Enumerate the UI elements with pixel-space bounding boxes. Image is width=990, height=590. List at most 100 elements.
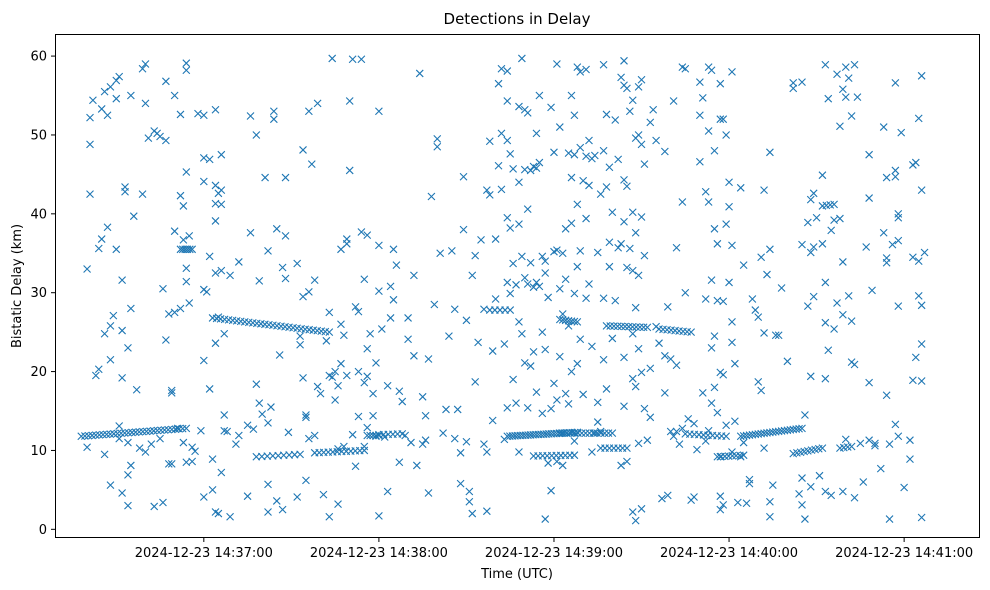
- data-point-342: [205, 155, 214, 164]
- data-point-733: [695, 157, 704, 166]
- data-point-688: [634, 271, 643, 280]
- data-point-380: [258, 410, 267, 419]
- data-point-87: [363, 431, 372, 440]
- data-point-894: [911, 158, 920, 167]
- data-point-754: [716, 115, 725, 124]
- data-point-801: [774, 331, 783, 340]
- data-point-716: [669, 432, 678, 441]
- data-point-151: [570, 429, 579, 437]
- data-point-498: [447, 247, 456, 255]
- data-point-826: [821, 60, 830, 69]
- data-point-840: [836, 214, 844, 223]
- data-point-601: [558, 310, 567, 318]
- data-point-261: [103, 223, 112, 232]
- data-point-301: [156, 434, 164, 443]
- y-tick-label-3: 30: [30, 286, 47, 301]
- data-point-365: [223, 427, 232, 436]
- data-point-619: [573, 262, 582, 271]
- data-point-479: [407, 438, 415, 447]
- data-point-830: [821, 487, 830, 496]
- data-point-514: [474, 338, 482, 347]
- data-point-65: [325, 328, 334, 337]
- data-point-273: [115, 434, 124, 443]
- data-point-887: [900, 483, 909, 492]
- data-point-274: [118, 276, 127, 284]
- data-point-576: [535, 282, 544, 291]
- data-point-694: [637, 368, 646, 377]
- data-point-708: [660, 147, 669, 156]
- data-point-153: [577, 429, 586, 437]
- data-point-717: [672, 243, 681, 252]
- data-point-819: [809, 189, 818, 198]
- data-point-829: [821, 374, 830, 383]
- data-point-480: [410, 271, 418, 280]
- data-point-452: [363, 344, 372, 353]
- data-point-397: [284, 428, 293, 437]
- data-point-421: [325, 512, 334, 521]
- data-point-861: [865, 194, 874, 202]
- data-point-258: [100, 87, 109, 96]
- data-point-645: [599, 146, 608, 155]
- data-point-515: [477, 235, 485, 244]
- data-point-322: [182, 66, 191, 75]
- x-tick-label-2: 2024-12-23 14:39:00: [485, 546, 623, 561]
- data-point-729: [690, 419, 698, 428]
- data-point-769: [725, 278, 733, 287]
- data-point-465: [380, 433, 389, 441]
- data-point-798: [766, 512, 774, 521]
- data-point-759: [716, 505, 725, 514]
- data-point-836: [830, 325, 838, 333]
- data-point-555: [517, 329, 526, 338]
- data-point-647: [599, 355, 608, 364]
- data-point-692: [637, 140, 646, 149]
- y-tick-label-5: 50: [30, 128, 47, 143]
- data-point-770: [728, 67, 736, 76]
- data-point-704: [652, 136, 660, 145]
- data-point-612: [567, 367, 576, 376]
- data-point-415: [313, 99, 322, 108]
- data-point-617: [573, 63, 582, 72]
- data-point-346: [208, 455, 217, 464]
- data-point-686: [634, 82, 643, 91]
- data-point-695: [637, 504, 646, 513]
- data-point-402: [299, 373, 307, 382]
- data-point-715: [669, 97, 678, 105]
- data-point-160: [604, 429, 613, 437]
- data-point-393: [278, 505, 287, 514]
- data-point-855: [850, 493, 859, 502]
- data-point-485: [418, 440, 427, 449]
- data-point-254: [94, 365, 103, 374]
- data-point-333: [194, 109, 202, 118]
- data-point-262: [103, 111, 112, 120]
- data-point-788: [754, 313, 763, 322]
- data-point-618: [573, 200, 582, 209]
- data-point-633: [585, 280, 593, 288]
- data-point-563: [523, 403, 532, 412]
- data-point-897: [914, 114, 923, 123]
- data-point-469: [386, 282, 395, 291]
- data-point-255: [94, 244, 103, 253]
- data-point-741: [704, 198, 713, 206]
- data-point-582: [541, 345, 550, 354]
- data-point-148: [558, 429, 567, 437]
- data-point-581: [541, 269, 550, 277]
- data-point-360: [217, 266, 226, 275]
- data-point-172: [613, 322, 622, 331]
- data-point-712: [663, 491, 672, 500]
- data-point-268: [112, 76, 121, 85]
- data-point-265: [106, 355, 115, 364]
- data-point-521: [485, 137, 494, 146]
- data-point-302: [159, 284, 167, 293]
- data-point-552: [515, 448, 523, 456]
- data-point-447: [357, 228, 366, 236]
- data-point-280: [124, 344, 132, 352]
- data-point-324: [182, 168, 191, 176]
- data-point-369: [234, 258, 243, 266]
- data-point-474: [395, 458, 404, 467]
- data-point-35: [188, 245, 197, 254]
- data-point-542: [506, 289, 515, 298]
- data-point-774: [728, 448, 736, 456]
- data-point-670: [623, 182, 631, 191]
- data-point-657: [611, 296, 620, 305]
- data-point-671: [623, 263, 631, 272]
